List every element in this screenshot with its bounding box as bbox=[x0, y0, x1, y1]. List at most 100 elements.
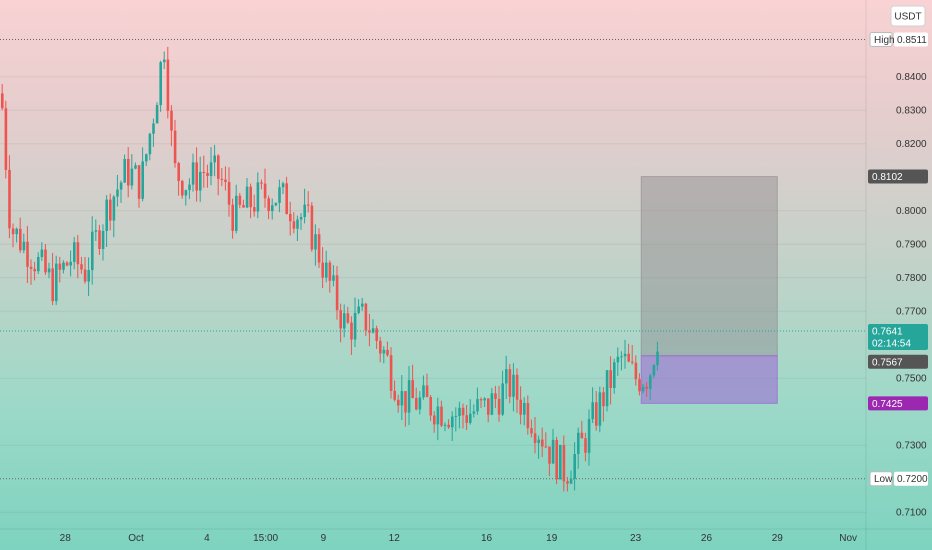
candle-body bbox=[109, 199, 112, 221]
candle-body bbox=[436, 406, 440, 425]
high-label-value: 0.8511 bbox=[897, 35, 927, 46]
y-tick-label: 0.8000 bbox=[896, 206, 927, 217]
candle-body bbox=[173, 130, 177, 164]
candle-body bbox=[130, 168, 134, 186]
candle-body bbox=[422, 385, 425, 398]
candle-body bbox=[47, 268, 51, 273]
candle-body bbox=[627, 353, 630, 362]
candle-body bbox=[343, 313, 346, 329]
candle-body bbox=[458, 407, 461, 416]
x-tick-label: 15:00 bbox=[253, 533, 278, 544]
candle-body bbox=[65, 262, 69, 266]
candle-body bbox=[116, 189, 119, 197]
candle-body bbox=[281, 183, 285, 188]
y-tick-label: 0.7700 bbox=[896, 307, 927, 318]
candle-body bbox=[490, 393, 494, 415]
y-tick-label: 0.7500 bbox=[896, 374, 927, 385]
candle-body bbox=[544, 446, 548, 448]
candle-body bbox=[83, 269, 87, 282]
candle-body bbox=[415, 398, 418, 410]
candle-body bbox=[483, 398, 486, 401]
candle-body bbox=[145, 154, 148, 162]
candle-body bbox=[407, 380, 411, 413]
candle-body bbox=[397, 399, 400, 406]
candle-body bbox=[152, 123, 155, 134]
candle-body bbox=[386, 349, 389, 356]
candle-body bbox=[119, 182, 123, 190]
candle-body bbox=[245, 186, 249, 208]
candle-body bbox=[451, 416, 454, 428]
target-zone[interactable] bbox=[640, 355, 778, 404]
candle-body bbox=[202, 171, 206, 173]
candle-body bbox=[299, 216, 303, 220]
candle-body bbox=[656, 351, 659, 366]
x-tick-label: Nov bbox=[839, 533, 857, 544]
candle-body bbox=[598, 392, 602, 426]
candle-body bbox=[199, 171, 202, 191]
x-tick-label: 9 bbox=[321, 533, 327, 544]
candles bbox=[1, 46, 659, 492]
candle-body bbox=[213, 155, 216, 163]
candle-body bbox=[361, 303, 364, 307]
candle-body bbox=[289, 214, 292, 222]
candle-body bbox=[22, 241, 26, 251]
x-tick-label: 23 bbox=[630, 533, 642, 544]
candle-body bbox=[433, 415, 436, 425]
candle-body bbox=[605, 370, 609, 407]
candle-body bbox=[631, 361, 634, 363]
candle-body bbox=[577, 432, 580, 455]
stop-zone[interactable] bbox=[640, 176, 778, 357]
candle-body bbox=[613, 362, 616, 388]
candle-body bbox=[40, 249, 44, 258]
candle-body bbox=[191, 162, 195, 185]
candle-body bbox=[339, 310, 342, 329]
candle-body bbox=[184, 190, 188, 196]
candle-body bbox=[29, 266, 33, 269]
candle-body bbox=[595, 402, 598, 426]
y-tick-label: 0.8300 bbox=[896, 106, 927, 117]
candle-body bbox=[368, 330, 371, 333]
candle-body bbox=[555, 439, 558, 480]
position-entry-badge-text: 0.7567 bbox=[872, 357, 903, 368]
candle-body bbox=[155, 105, 159, 124]
candle-body bbox=[548, 446, 551, 464]
candle-body bbox=[181, 180, 184, 196]
candle-body bbox=[335, 275, 339, 311]
x-tick-label: Oct bbox=[128, 533, 144, 544]
candle-body bbox=[101, 230, 105, 249]
candle-body bbox=[55, 263, 58, 302]
candle-body bbox=[530, 428, 533, 434]
candle-body bbox=[253, 207, 256, 212]
candle-body bbox=[404, 391, 407, 413]
candle-body bbox=[249, 186, 252, 208]
position-lower-badge-text: 0.7425 bbox=[872, 399, 903, 410]
candle-body bbox=[609, 370, 612, 388]
candle-body bbox=[1, 93, 4, 109]
candle-body bbox=[274, 202, 278, 206]
candle-body bbox=[371, 328, 375, 333]
candle-body bbox=[166, 59, 170, 111]
candle-body bbox=[602, 392, 605, 407]
candle-body bbox=[523, 402, 526, 415]
candle-body bbox=[112, 196, 116, 221]
x-tick-label: 19 bbox=[546, 533, 558, 544]
candle-body bbox=[296, 219, 299, 229]
candle-body bbox=[519, 399, 522, 415]
high-label: High 0.8511 bbox=[869, 32, 928, 48]
candle-body bbox=[623, 353, 627, 357]
candle-body bbox=[206, 172, 209, 176]
candle-body bbox=[541, 439, 544, 447]
candle-body bbox=[573, 454, 576, 479]
candle-body bbox=[580, 432, 584, 439]
candle-body bbox=[51, 268, 54, 302]
candle-body bbox=[537, 439, 540, 443]
candle-body bbox=[454, 415, 458, 417]
currency-button[interactable]: USDT bbox=[890, 5, 926, 27]
candle-body bbox=[105, 199, 108, 231]
position-upper-badge: 0.8102 bbox=[868, 169, 928, 184]
candle-body bbox=[69, 261, 72, 266]
candle-body bbox=[8, 169, 11, 229]
candle-body bbox=[242, 204, 245, 208]
